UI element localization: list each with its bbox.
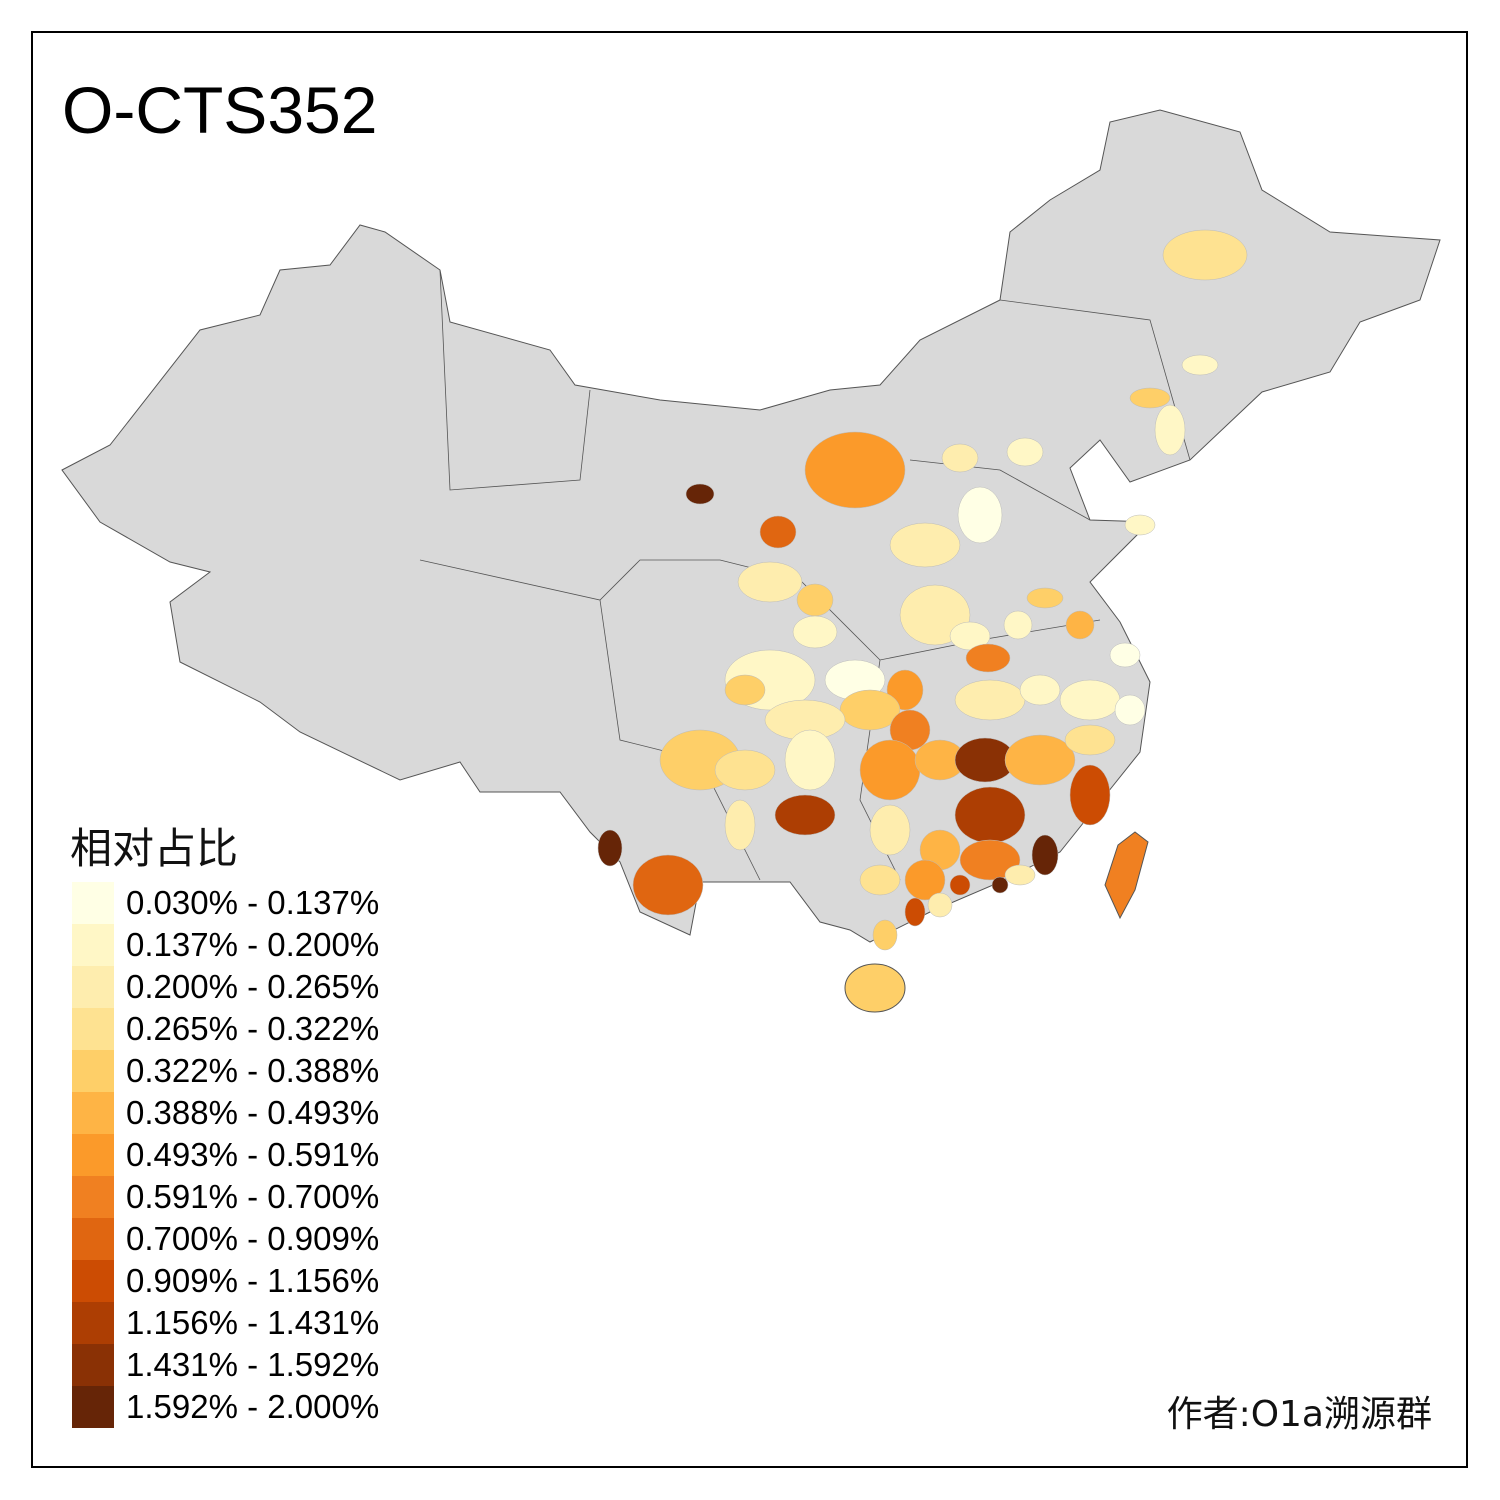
region-fill [685, 483, 715, 505]
region-fill [1162, 229, 1248, 281]
legend-label: 0.137% - 0.200% [126, 926, 380, 963]
region-fill [954, 679, 1026, 721]
region-fill [1109, 642, 1141, 668]
region-fill [1031, 834, 1059, 876]
region-fill [597, 829, 623, 867]
region-fill [1154, 404, 1186, 456]
legend-label: 0.322% - 0.388% [126, 1052, 380, 1089]
legend-swatch [72, 1344, 114, 1386]
legend-swatch [72, 1218, 114, 1260]
region-fill [941, 443, 979, 473]
legend-item: 0.322% - 0.388% [72, 1050, 379, 1092]
legend-item: 0.591% - 0.700% [72, 1176, 379, 1218]
region-fill [949, 874, 971, 896]
region-fill [1006, 437, 1044, 467]
region-fill [1124, 514, 1156, 536]
legend-swatch [72, 1008, 114, 1050]
region-fill [714, 749, 776, 791]
region-fill [724, 799, 756, 851]
legend-swatch [72, 1134, 114, 1176]
region-fill [724, 674, 766, 706]
legend-item: 0.700% - 0.909% [72, 1218, 379, 1260]
legend-swatch [72, 1176, 114, 1218]
map-title: O-CTS352 [62, 73, 378, 147]
region-fill [1004, 734, 1076, 786]
legend-swatch [72, 1302, 114, 1344]
legend-label: 0.200% - 0.265% [126, 968, 380, 1005]
legend-swatch [72, 966, 114, 1008]
region-fill [792, 615, 838, 649]
legend-label: 0.591% - 0.700% [126, 1178, 380, 1215]
legend: 0.030% - 0.137% 0.137% - 0.200% 0.200% - 0… [72, 882, 379, 1428]
region-fill [957, 486, 1003, 544]
legend-item: 0.030% - 0.137% [72, 882, 379, 924]
region-fill [1181, 354, 1219, 376]
legend-item: 0.388% - 0.493% [72, 1092, 379, 1134]
region-fill [869, 804, 911, 856]
legend-label: 0.700% - 0.909% [126, 1220, 380, 1257]
region-fill [1065, 610, 1095, 640]
legend-swatch [72, 1092, 114, 1134]
taiwan-island [1104, 831, 1149, 920]
legend-item: 0.137% - 0.200% [72, 924, 379, 966]
legend-item: 1.431% - 1.592% [72, 1344, 379, 1386]
region-fill [965, 643, 1011, 673]
region-fill [872, 919, 898, 951]
legend-item: 0.200% - 0.265% [72, 966, 379, 1008]
legend-swatch [72, 882, 114, 924]
hainan-island [844, 963, 906, 1013]
legend-item: 1.156% - 1.431% [72, 1302, 379, 1344]
legend-swatch [72, 924, 114, 966]
region-fill [954, 786, 1026, 844]
author-credit: 作者:O1a溯源群 [1166, 1394, 1432, 1435]
region-fill [1019, 674, 1061, 706]
legend-label: 1.431% - 1.592% [126, 1346, 380, 1383]
legend-item: 0.265% - 0.322% [72, 1008, 379, 1050]
province-borders [419, 269, 1191, 881]
legend-label: 0.493% - 0.591% [126, 1136, 380, 1173]
region-fill [784, 729, 836, 791]
legend-swatch [72, 1386, 114, 1428]
region-fill [1114, 694, 1146, 726]
legend-label: 0.030% - 0.137% [126, 884, 380, 921]
region-fill [1026, 587, 1064, 609]
region-fill [1064, 724, 1116, 756]
region-fill [959, 839, 1021, 881]
legend-label: 0.265% - 0.322% [126, 1010, 380, 1047]
region-fills [597, 229, 1248, 951]
legend-label: 0.388% - 0.493% [126, 1094, 380, 1131]
region-fill [904, 859, 946, 901]
region-fill [796, 583, 834, 617]
legend-item: 0.909% - 1.156% [72, 1260, 379, 1302]
legend-label: 1.592% - 2.000% [126, 1388, 380, 1425]
map-frame [31, 31, 1468, 1468]
region-fill [759, 515, 797, 549]
region-fill [632, 854, 704, 916]
region-fill [859, 864, 901, 896]
region-fill [991, 876, 1009, 894]
region-fill [904, 897, 926, 927]
region-fill [1129, 387, 1171, 409]
legend-label: 1.156% - 1.431% [126, 1304, 380, 1341]
region-fill [1003, 610, 1033, 640]
region-fill [737, 561, 803, 603]
legend-item: 1.592% - 2.000% [72, 1386, 379, 1428]
legend-item: 0.493% - 0.591% [72, 1134, 379, 1176]
region-fill [774, 794, 836, 836]
region-fill [804, 431, 906, 509]
legend-swatch [72, 1050, 114, 1092]
region-fill [927, 892, 953, 918]
legend-label: 0.909% - 1.156% [126, 1262, 380, 1299]
region-fill [1059, 679, 1121, 721]
region-fill [889, 522, 961, 568]
legend-title: 相对占比 [70, 824, 239, 873]
legend-swatch [72, 1260, 114, 1302]
region-fill [1069, 764, 1111, 826]
region-fill [859, 739, 921, 801]
region-fill [1004, 864, 1036, 886]
